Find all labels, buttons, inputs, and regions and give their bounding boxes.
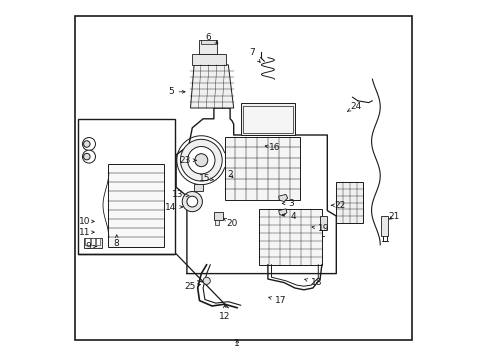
Bar xyxy=(213,212,223,220)
Bar xyxy=(91,238,95,245)
Bar xyxy=(96,238,101,245)
Circle shape xyxy=(194,154,207,167)
Text: 14: 14 xyxy=(164,202,182,212)
Polygon shape xyxy=(278,194,287,202)
Text: 3: 3 xyxy=(282,199,294,208)
Circle shape xyxy=(203,277,210,284)
Bar xyxy=(85,238,89,245)
Text: 24: 24 xyxy=(347,102,361,111)
Bar xyxy=(258,209,321,265)
Circle shape xyxy=(83,141,90,147)
Text: 16: 16 xyxy=(264,143,280,152)
Circle shape xyxy=(180,139,222,181)
Text: 18: 18 xyxy=(304,278,322,287)
Text: 1: 1 xyxy=(234,339,240,348)
Text: 17: 17 xyxy=(268,296,285,305)
Polygon shape xyxy=(278,209,286,216)
Bar xyxy=(107,164,163,247)
Bar xyxy=(241,103,294,135)
Circle shape xyxy=(187,147,215,174)
Text: 5: 5 xyxy=(167,87,184,96)
Text: 8: 8 xyxy=(114,235,120,248)
Bar xyxy=(84,238,102,248)
Text: 11: 11 xyxy=(79,228,94,237)
Bar xyxy=(242,106,292,133)
Text: 22: 22 xyxy=(331,201,345,210)
Bar xyxy=(224,137,300,200)
Circle shape xyxy=(182,192,202,212)
Bar xyxy=(320,216,326,230)
Text: 19: 19 xyxy=(311,224,329,233)
Bar xyxy=(215,220,218,225)
Text: 6: 6 xyxy=(205,33,218,43)
Bar xyxy=(336,182,363,223)
Bar xyxy=(381,216,387,236)
Text: 13: 13 xyxy=(172,190,189,199)
Text: 23: 23 xyxy=(179,156,196,165)
Bar xyxy=(194,184,203,191)
Bar xyxy=(201,40,215,44)
Text: 15: 15 xyxy=(199,174,213,183)
Polygon shape xyxy=(190,65,233,108)
Circle shape xyxy=(82,150,95,163)
Circle shape xyxy=(186,196,197,207)
Circle shape xyxy=(82,138,95,150)
Bar xyxy=(199,40,217,54)
Text: 7: 7 xyxy=(248,48,260,62)
Text: 12: 12 xyxy=(219,305,230,321)
Text: 10: 10 xyxy=(79,217,94,226)
Text: 25: 25 xyxy=(184,282,200,291)
Bar xyxy=(78,119,175,254)
Text: 21: 21 xyxy=(387,212,399,220)
Circle shape xyxy=(83,153,90,160)
Text: 2: 2 xyxy=(227,170,232,179)
Text: 20: 20 xyxy=(223,218,237,228)
Text: 4: 4 xyxy=(282,212,295,220)
Text: 9: 9 xyxy=(85,242,96,251)
Bar xyxy=(192,54,226,65)
